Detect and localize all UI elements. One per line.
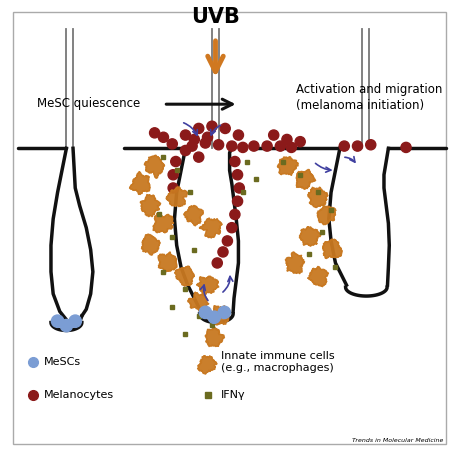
Text: IFNγ: IFNγ <box>221 390 246 400</box>
Polygon shape <box>198 355 217 374</box>
Polygon shape <box>197 276 219 296</box>
Polygon shape <box>153 213 173 233</box>
Circle shape <box>194 124 204 133</box>
Circle shape <box>353 141 363 151</box>
Circle shape <box>233 130 244 140</box>
Polygon shape <box>277 157 298 175</box>
FancyArrowPatch shape <box>184 123 197 135</box>
Circle shape <box>171 156 181 166</box>
Circle shape <box>232 196 243 206</box>
Polygon shape <box>188 292 209 313</box>
Bar <box>13 12 446 444</box>
FancyArrowPatch shape <box>166 99 232 109</box>
Circle shape <box>230 209 240 220</box>
Circle shape <box>401 143 411 152</box>
Circle shape <box>269 130 279 140</box>
Circle shape <box>282 134 292 144</box>
Text: Innate immune cells
(e.g., macrophages): Innate immune cells (e.g., macrophages) <box>221 351 335 373</box>
Circle shape <box>230 156 240 166</box>
Circle shape <box>365 140 376 150</box>
Polygon shape <box>175 266 194 286</box>
Circle shape <box>167 139 177 149</box>
Circle shape <box>202 132 213 143</box>
FancyArrowPatch shape <box>201 285 208 300</box>
Circle shape <box>262 141 272 151</box>
Circle shape <box>168 170 178 180</box>
Polygon shape <box>140 195 161 216</box>
Text: Trends in Molecular Medicine: Trends in Molecular Medicine <box>352 438 444 443</box>
Circle shape <box>218 247 228 257</box>
FancyArrowPatch shape <box>223 276 233 292</box>
Text: MeSC quiescence: MeSC quiescence <box>37 97 140 110</box>
Circle shape <box>60 319 73 332</box>
Circle shape <box>220 124 230 133</box>
Polygon shape <box>184 205 203 226</box>
Circle shape <box>227 141 237 151</box>
Polygon shape <box>308 267 328 286</box>
Circle shape <box>181 145 191 156</box>
Polygon shape <box>300 226 321 246</box>
Circle shape <box>168 183 178 193</box>
Circle shape <box>238 143 248 152</box>
Circle shape <box>69 315 82 327</box>
Circle shape <box>150 128 160 138</box>
FancyArrowPatch shape <box>345 156 355 162</box>
Text: UVB: UVB <box>191 7 240 27</box>
Polygon shape <box>205 328 224 347</box>
Circle shape <box>222 236 232 246</box>
Circle shape <box>51 315 64 327</box>
Circle shape <box>189 134 200 144</box>
Circle shape <box>234 183 245 193</box>
Polygon shape <box>285 252 304 274</box>
Circle shape <box>227 223 237 233</box>
Polygon shape <box>145 155 165 178</box>
FancyArrowPatch shape <box>316 163 331 172</box>
Circle shape <box>213 140 224 150</box>
Circle shape <box>212 258 222 268</box>
Polygon shape <box>166 187 188 207</box>
Circle shape <box>286 143 296 152</box>
Circle shape <box>194 152 204 162</box>
Polygon shape <box>158 252 177 272</box>
Circle shape <box>199 306 211 318</box>
Circle shape <box>181 130 191 140</box>
Circle shape <box>218 306 230 318</box>
Text: Melanocytes: Melanocytes <box>44 390 114 400</box>
Polygon shape <box>296 170 316 189</box>
Polygon shape <box>142 234 160 255</box>
Circle shape <box>232 170 243 180</box>
FancyArrowPatch shape <box>208 41 223 72</box>
Polygon shape <box>317 206 336 225</box>
Circle shape <box>275 141 285 151</box>
Polygon shape <box>308 187 328 207</box>
Circle shape <box>249 141 259 151</box>
Circle shape <box>208 311 220 323</box>
Polygon shape <box>212 306 230 325</box>
Circle shape <box>201 138 210 148</box>
Circle shape <box>207 121 217 131</box>
Polygon shape <box>199 218 222 238</box>
Polygon shape <box>130 172 150 194</box>
Circle shape <box>339 141 349 151</box>
Polygon shape <box>322 239 342 258</box>
Circle shape <box>295 137 305 147</box>
Circle shape <box>187 141 197 151</box>
Text: MeSCs: MeSCs <box>44 357 81 367</box>
Circle shape <box>158 132 169 143</box>
FancyArrowPatch shape <box>210 125 220 135</box>
Text: Activation and migration
(melanoma initiation): Activation and migration (melanoma initi… <box>296 83 442 112</box>
